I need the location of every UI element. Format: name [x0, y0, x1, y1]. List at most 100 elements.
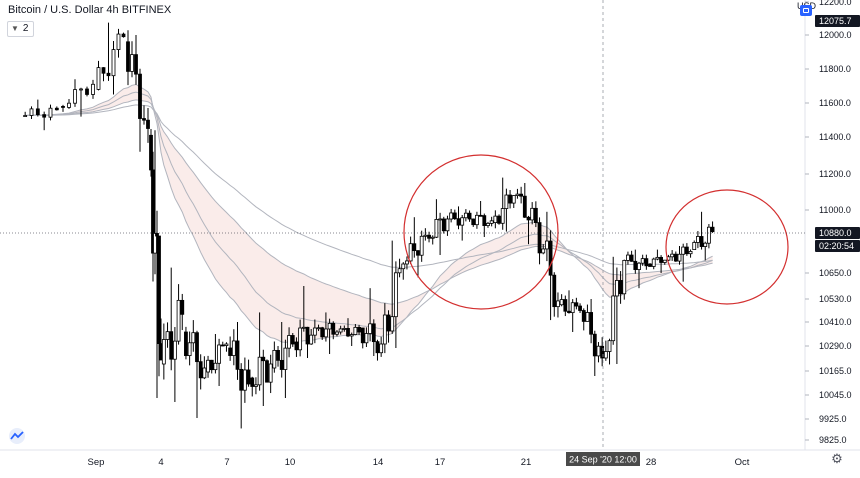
candle-body — [272, 349, 277, 369]
time-tick-label: 10 — [285, 457, 296, 468]
candle-body — [101, 67, 106, 74]
price-tick-label: 10290.0 — [819, 341, 852, 351]
candle-body — [688, 250, 693, 255]
candle-body — [130, 54, 134, 72]
candle-body — [79, 88, 83, 91]
candle-body — [408, 243, 413, 262]
candle-body — [239, 368, 244, 391]
candle-body — [191, 332, 196, 344]
candle-body — [126, 41, 130, 72]
candle-body — [707, 226, 711, 244]
candle-body — [578, 305, 582, 311]
candle-body — [515, 193, 520, 197]
candle-body — [533, 207, 538, 224]
candle-body — [316, 327, 321, 330]
price-label-text: 10880.0 — [819, 228, 852, 238]
candle-body — [324, 328, 328, 338]
candle-body — [176, 299, 181, 342]
tradingview-logo-icon[interactable] — [8, 428, 26, 444]
candle-body — [511, 195, 516, 204]
candle-body — [456, 218, 461, 226]
candle-body — [463, 212, 468, 219]
price-tick-label: 11400.0 — [819, 132, 851, 142]
candle-body — [548, 240, 553, 276]
candle-body — [471, 218, 476, 226]
candle-body — [261, 356, 266, 362]
candle-body — [692, 242, 697, 251]
price-tick-label: 9925.0 — [819, 414, 847, 424]
candle-body — [250, 377, 255, 387]
candle-body — [629, 254, 634, 262]
candle-body — [449, 212, 454, 220]
time-tick-label: 4 — [158, 457, 163, 468]
price-tick-label: 10045.0 — [819, 390, 852, 400]
gear-icon[interactable]: ⚙ — [831, 451, 843, 466]
candle-body — [134, 54, 138, 75]
candle-body — [276, 349, 280, 361]
candle-body — [346, 328, 350, 337]
candle-body — [452, 212, 457, 220]
time-tick-label: Oct — [735, 457, 750, 468]
indicators-toggle[interactable]: ▼ 2 — [7, 21, 35, 37]
time-tick-label: Sep — [88, 457, 105, 468]
candle-body — [541, 248, 546, 254]
candle-body — [486, 222, 490, 226]
candle-body — [710, 226, 715, 232]
candle-body — [670, 253, 675, 258]
candle-body — [390, 316, 395, 332]
price-tick-label: 10165.0 — [819, 366, 852, 376]
ema-cloud — [25, 84, 713, 343]
candle-body — [169, 331, 174, 360]
crosshair-time-box — [566, 452, 640, 466]
candle-body — [35, 108, 40, 116]
candle-body — [184, 331, 188, 357]
candle-body — [217, 344, 221, 364]
price-tick-label: 10530.0 — [819, 294, 852, 304]
candle-body — [364, 333, 369, 344]
candle-body — [434, 219, 439, 238]
candle-body — [265, 360, 269, 383]
candle-body — [54, 107, 59, 111]
candle-body — [360, 327, 365, 344]
candle-body — [353, 326, 358, 335]
candle-body — [198, 361, 203, 379]
flag-icon[interactable] — [800, 5, 812, 16]
candle-body — [427, 234, 431, 239]
candle-body — [611, 295, 616, 342]
candle-body — [23, 115, 28, 118]
chevron-down-icon: ▼ — [11, 24, 19, 33]
candle-body — [349, 334, 354, 337]
candle-body — [320, 327, 325, 338]
candle-body — [327, 322, 332, 330]
candle-body — [522, 195, 527, 218]
candle-body — [637, 262, 641, 270]
candle-body — [73, 89, 77, 104]
candle-body — [655, 256, 660, 260]
highlight-circle — [665, 189, 789, 305]
candle-body — [567, 310, 571, 314]
candle-body — [504, 194, 509, 209]
indicator-count: 2 — [22, 23, 29, 34]
candle-body — [438, 218, 442, 221]
candle-body — [116, 33, 121, 50]
candle-body — [581, 310, 586, 322]
candle-body — [648, 263, 652, 267]
candle-body — [209, 359, 214, 371]
candle-body — [142, 118, 146, 121]
candle-body — [279, 359, 284, 370]
candle-body — [644, 258, 649, 267]
candle-body — [673, 253, 678, 262]
candle-body — [633, 260, 638, 270]
candle-body — [662, 259, 667, 263]
candle-body — [416, 250, 420, 256]
candle-body — [206, 359, 210, 373]
candle-body — [187, 342, 192, 357]
candle-body — [246, 369, 251, 385]
candle-body — [67, 102, 71, 108]
candle-body — [202, 367, 207, 379]
candle-body — [614, 280, 619, 297]
candle-body — [331, 322, 336, 335]
candle-body — [596, 345, 601, 357]
